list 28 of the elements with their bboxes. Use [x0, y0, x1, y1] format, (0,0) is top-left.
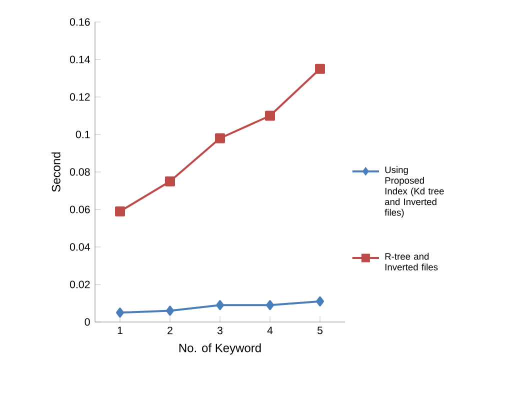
y-tick-label: 0.04 [70, 243, 90, 251]
point [166, 306, 174, 316]
point [315, 64, 325, 74]
point [266, 300, 274, 310]
x-tick-label: 3 [217, 326, 222, 334]
y-axis-title: Second [52, 152, 60, 192]
point [215, 133, 225, 144]
y-tick-label: 0.02 [70, 280, 90, 288]
y-tick-label: 0 [84, 318, 90, 326]
point [165, 176, 175, 186]
x-axis-title: No. of Keyword [179, 343, 261, 355]
point [115, 206, 126, 216]
y-tick-label: 0.14 [70, 56, 90, 64]
x-tick-label: 4 [267, 326, 273, 334]
point [265, 110, 275, 121]
x-tick-label: 1 [118, 326, 122, 334]
legend-label: R-tree and Inverted files [385, 252, 438, 270]
x-tick-label: 2 [168, 326, 172, 334]
legend-label: Using Proposed Index (Kd tree and Inverted files) [384, 166, 444, 218]
y-tick-label: 0.08 [70, 168, 90, 176]
y-tick-label: 0.06 [70, 206, 90, 214]
y-tick-label: 0.12 [70, 93, 90, 101]
point [216, 300, 224, 310]
y-tick-label: 0.1 [76, 130, 90, 138]
y-tick-label: 0.16 [70, 18, 90, 26]
x-tick-label: 5 [317, 326, 323, 334]
point [116, 308, 124, 318]
point [316, 296, 324, 306]
